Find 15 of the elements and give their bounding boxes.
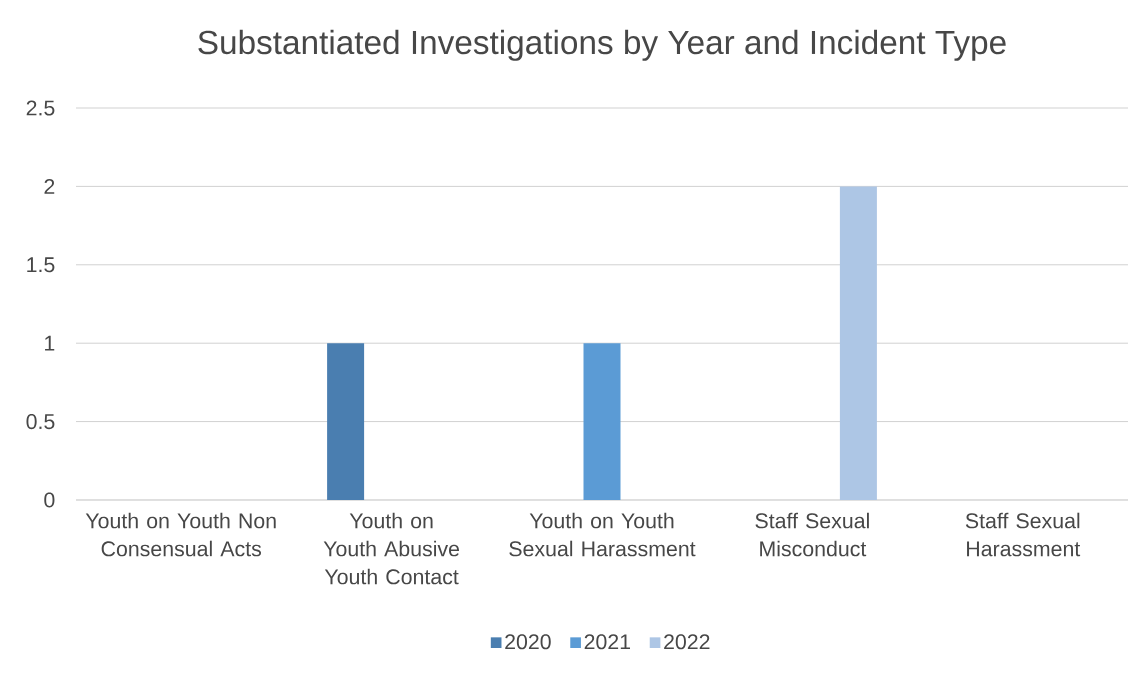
legend-label: 2022 [664, 634, 710, 650]
y-tick-label: 2 [44, 178, 55, 194]
chart-title: Substantiated Investigations by Year and Incident Type [198, 29, 1006, 61]
x-tick-label: Youth on Youth Non Consensual Acts [85, 512, 276, 557]
legend-label: 2020 [505, 634, 551, 650]
x-tick-label: Youth on Youth Sexual Harassment [509, 512, 696, 557]
x-tick-label: Staff Sexual Misconduct [755, 512, 869, 557]
y-tick-label: 1.5 [27, 257, 55, 273]
x-tick-label: Staff Sexual Harassment [965, 512, 1081, 557]
y-tick-label: 1 [45, 335, 55, 351]
x-tick-label: Youth on Youth Abusive Youth Contact [323, 512, 460, 585]
y-tick-label: 2.5 [26, 100, 55, 116]
y-tick-label: 0.5 [26, 414, 55, 430]
y-tick-label: 0 [44, 492, 55, 508]
legend-label: 2021 [584, 634, 630, 650]
